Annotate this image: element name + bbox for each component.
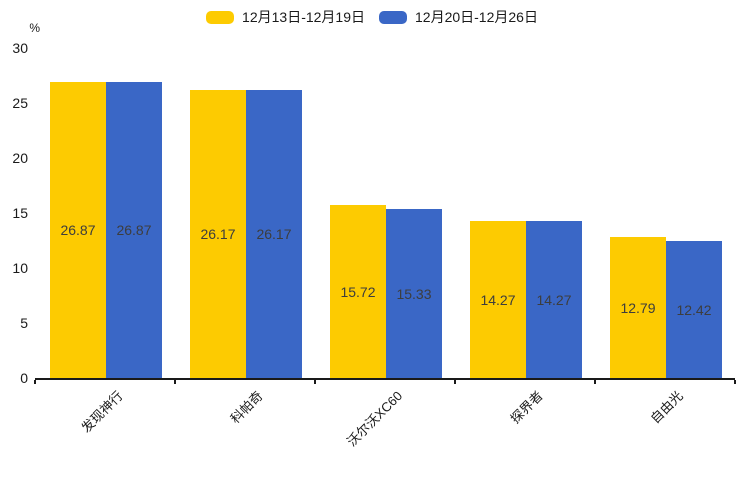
bar-value-label: 12.42 (676, 301, 712, 318)
bar-value-label: 15.72 (340, 283, 376, 300)
x-axis-tick (594, 380, 596, 384)
x-axis-tick (34, 380, 36, 384)
x-category-label: 科帕奇 (227, 388, 266, 427)
legend-item-week2[interactable]: 12月20日-12月26日 (379, 7, 538, 27)
bar-value-label: 26.17 (256, 226, 292, 243)
bar-value-label: 26.87 (60, 222, 96, 239)
bar-value-label: 12.79 (620, 299, 656, 316)
y-tick-label: 15 (12, 205, 28, 221)
x-axis-tick (454, 380, 456, 384)
x-axis-tick (174, 380, 176, 384)
y-tick-label: 0 (20, 370, 28, 386)
legend-label-week2: 12月20日-12月26日 (415, 9, 538, 25)
bar-value-label: 26.17 (200, 226, 236, 243)
bar-series2: 15.33 (386, 209, 442, 378)
bar-series1: 26.87 (50, 82, 106, 378)
plot-area: 26.87 26.87 26.17 26.17 15.72 15.33 14.27 14.27… (35, 48, 735, 380)
y-tick-label: 20 (12, 150, 28, 166)
bar-series1: 12.79 (610, 237, 666, 378)
x-axis-tick (734, 380, 736, 384)
bar-series1: 15.72 (330, 205, 386, 378)
x-category-label: 探界者 (507, 388, 546, 427)
x-category-label: 自由光 (647, 388, 686, 427)
legend-label-week1: 12月13日-12月19日 (242, 9, 365, 25)
bar-series2: 12.42 (666, 241, 722, 378)
legend-swatch-week2-icon (379, 10, 407, 24)
legend-item-week1[interactable]: 12月13日-12月19日 (206, 7, 365, 27)
y-tick-label: 30 (12, 40, 28, 56)
x-category-label: 发现神行 (78, 388, 126, 436)
legend: 12月13日-12月19日 12月20日-12月26日 (0, 7, 744, 27)
bar-value-label: 14.27 (536, 291, 572, 308)
x-category-label: 沃尔沃XC60 (344, 388, 406, 450)
bar-series1: 14.27 (470, 221, 526, 378)
bar-value-label: 15.33 (396, 285, 432, 302)
bar-series2: 26.87 (106, 82, 162, 378)
bar-series2: 26.17 (246, 90, 302, 378)
bar-series1: 26.17 (190, 90, 246, 378)
y-tick-label: 5 (20, 315, 28, 331)
bar-series2: 14.27 (526, 221, 582, 378)
bar-value-label: 14.27 (480, 291, 516, 308)
legend-swatch-week1-icon (206, 10, 235, 24)
y-axis-unit-label: % (29, 21, 40, 35)
x-axis-tick (314, 380, 316, 384)
y-tick-label: 25 (12, 95, 28, 111)
bar-value-label: 26.87 (116, 222, 152, 239)
y-tick-label: 10 (12, 260, 28, 276)
